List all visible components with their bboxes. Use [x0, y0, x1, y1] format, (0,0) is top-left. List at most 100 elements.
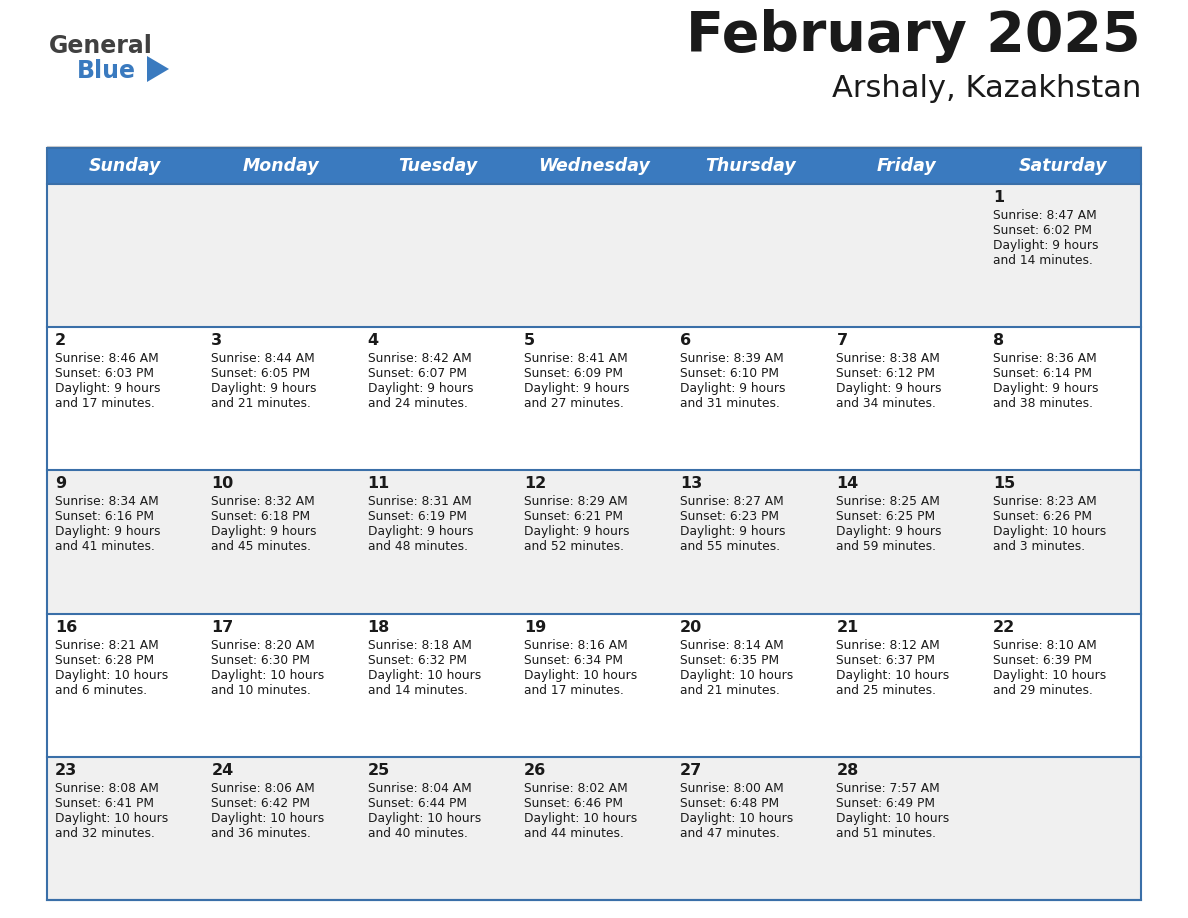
Text: Sunrise: 8:10 AM: Sunrise: 8:10 AM: [993, 639, 1097, 652]
Text: Sunrise: 8:23 AM: Sunrise: 8:23 AM: [993, 496, 1097, 509]
Text: 10: 10: [211, 476, 234, 491]
Text: and 38 minutes.: and 38 minutes.: [993, 397, 1093, 410]
Text: Sunset: 6:25 PM: Sunset: 6:25 PM: [836, 510, 936, 523]
Text: and 40 minutes.: and 40 minutes.: [367, 827, 467, 840]
Text: 16: 16: [55, 620, 77, 634]
Text: Daylight: 9 hours: Daylight: 9 hours: [524, 525, 630, 538]
Text: Sunset: 6:32 PM: Sunset: 6:32 PM: [367, 654, 467, 666]
Bar: [48, 184, 1140, 327]
Text: 4: 4: [367, 333, 379, 348]
Text: Daylight: 9 hours: Daylight: 9 hours: [367, 382, 473, 396]
Text: 15: 15: [993, 476, 1015, 491]
Text: 5: 5: [524, 333, 535, 348]
Text: Sunset: 6:28 PM: Sunset: 6:28 PM: [55, 654, 154, 666]
Text: and 52 minutes.: and 52 minutes.: [524, 541, 624, 554]
Text: 28: 28: [836, 763, 859, 778]
Text: 6: 6: [681, 333, 691, 348]
Text: 9: 9: [55, 476, 67, 491]
Text: 20: 20: [681, 620, 702, 634]
Text: 2: 2: [55, 333, 67, 348]
Text: 8: 8: [993, 333, 1004, 348]
Text: 14: 14: [836, 476, 859, 491]
Text: Daylight: 9 hours: Daylight: 9 hours: [836, 382, 942, 396]
Text: Sunset: 6:42 PM: Sunset: 6:42 PM: [211, 797, 310, 810]
Text: Daylight: 9 hours: Daylight: 9 hours: [524, 382, 630, 396]
Text: Sunrise: 8:14 AM: Sunrise: 8:14 AM: [681, 639, 784, 652]
Text: Sunset: 6:03 PM: Sunset: 6:03 PM: [55, 367, 154, 380]
Text: and 31 minutes.: and 31 minutes.: [681, 397, 781, 410]
Text: Daylight: 10 hours: Daylight: 10 hours: [836, 668, 949, 681]
Text: Sunrise: 8:41 AM: Sunrise: 8:41 AM: [524, 353, 627, 365]
Text: and 27 minutes.: and 27 minutes.: [524, 397, 624, 410]
Text: Sunrise: 8:38 AM: Sunrise: 8:38 AM: [836, 353, 941, 365]
Text: Daylight: 9 hours: Daylight: 9 hours: [367, 525, 473, 538]
Text: 7: 7: [836, 333, 847, 348]
Text: and 55 minutes.: and 55 minutes.: [681, 541, 781, 554]
Text: Sunset: 6:34 PM: Sunset: 6:34 PM: [524, 654, 623, 666]
Text: and 25 minutes.: and 25 minutes.: [836, 684, 936, 697]
Text: Sunrise: 8:39 AM: Sunrise: 8:39 AM: [681, 353, 784, 365]
Text: and 51 minutes.: and 51 minutes.: [836, 827, 936, 840]
Text: Daylight: 10 hours: Daylight: 10 hours: [524, 812, 637, 824]
Text: Sunrise: 8:42 AM: Sunrise: 8:42 AM: [367, 353, 472, 365]
Text: 11: 11: [367, 476, 390, 491]
Text: Sunset: 6:02 PM: Sunset: 6:02 PM: [993, 224, 1092, 237]
Text: and 17 minutes.: and 17 minutes.: [524, 684, 624, 697]
Text: and 14 minutes.: and 14 minutes.: [367, 684, 467, 697]
Text: and 21 minutes.: and 21 minutes.: [211, 397, 311, 410]
Text: Sunset: 6:46 PM: Sunset: 6:46 PM: [524, 797, 623, 810]
Text: Sunrise: 8:04 AM: Sunrise: 8:04 AM: [367, 782, 472, 795]
Text: Sunset: 6:21 PM: Sunset: 6:21 PM: [524, 510, 623, 523]
Text: Arshaly, Kazakhstan: Arshaly, Kazakhstan: [832, 74, 1140, 103]
Text: Thursday: Thursday: [704, 157, 796, 175]
Text: Sunset: 6:48 PM: Sunset: 6:48 PM: [681, 797, 779, 810]
Text: and 10 minutes.: and 10 minutes.: [211, 684, 311, 697]
Text: February 2025: February 2025: [687, 9, 1140, 63]
Text: Sunrise: 8:34 AM: Sunrise: 8:34 AM: [55, 496, 159, 509]
Text: 13: 13: [681, 476, 702, 491]
Text: Sunrise: 8:08 AM: Sunrise: 8:08 AM: [55, 782, 159, 795]
Bar: [48, 327, 1140, 470]
Text: Daylight: 10 hours: Daylight: 10 hours: [993, 525, 1106, 538]
Text: 22: 22: [993, 620, 1015, 634]
Text: Sunrise: 8:47 AM: Sunrise: 8:47 AM: [993, 209, 1097, 222]
Text: Sunrise: 8:44 AM: Sunrise: 8:44 AM: [211, 353, 315, 365]
Text: Daylight: 10 hours: Daylight: 10 hours: [367, 668, 481, 681]
Text: Sunrise: 8:20 AM: Sunrise: 8:20 AM: [211, 639, 315, 652]
Text: Sunrise: 8:36 AM: Sunrise: 8:36 AM: [993, 353, 1097, 365]
Text: 21: 21: [836, 620, 859, 634]
Text: Sunrise: 8:12 AM: Sunrise: 8:12 AM: [836, 639, 940, 652]
Text: 12: 12: [524, 476, 546, 491]
Text: 23: 23: [55, 763, 77, 778]
Text: Daylight: 9 hours: Daylight: 9 hours: [211, 382, 317, 396]
Text: Blue: Blue: [77, 59, 135, 83]
Text: Sunrise: 8:18 AM: Sunrise: 8:18 AM: [367, 639, 472, 652]
Text: Sunset: 6:12 PM: Sunset: 6:12 PM: [836, 367, 935, 380]
Text: Sunrise: 8:02 AM: Sunrise: 8:02 AM: [524, 782, 627, 795]
Text: and 36 minutes.: and 36 minutes.: [211, 827, 311, 840]
Text: General: General: [49, 34, 153, 58]
Text: Daylight: 9 hours: Daylight: 9 hours: [681, 525, 785, 538]
Bar: [48, 148, 1140, 184]
Text: Sunrise: 7:57 AM: Sunrise: 7:57 AM: [836, 782, 940, 795]
Text: 26: 26: [524, 763, 546, 778]
Text: 3: 3: [211, 333, 222, 348]
Text: Daylight: 10 hours: Daylight: 10 hours: [681, 668, 794, 681]
Text: Sunset: 6:16 PM: Sunset: 6:16 PM: [55, 510, 154, 523]
Text: Sunset: 6:26 PM: Sunset: 6:26 PM: [993, 510, 1092, 523]
Text: Sunset: 6:37 PM: Sunset: 6:37 PM: [836, 654, 935, 666]
Text: and 29 minutes.: and 29 minutes.: [993, 684, 1093, 697]
Text: Sunset: 6:19 PM: Sunset: 6:19 PM: [367, 510, 467, 523]
Text: Friday: Friday: [877, 157, 936, 175]
Text: Sunrise: 8:29 AM: Sunrise: 8:29 AM: [524, 496, 627, 509]
Text: Sunset: 6:05 PM: Sunset: 6:05 PM: [211, 367, 310, 380]
Text: 19: 19: [524, 620, 546, 634]
Text: Daylight: 9 hours: Daylight: 9 hours: [681, 382, 785, 396]
Text: Sunrise: 8:27 AM: Sunrise: 8:27 AM: [681, 496, 784, 509]
Text: Sunset: 6:23 PM: Sunset: 6:23 PM: [681, 510, 779, 523]
Text: and 34 minutes.: and 34 minutes.: [836, 397, 936, 410]
Text: and 32 minutes.: and 32 minutes.: [55, 827, 154, 840]
Text: and 3 minutes.: and 3 minutes.: [993, 541, 1085, 554]
Text: Daylight: 10 hours: Daylight: 10 hours: [367, 812, 481, 824]
Bar: [48, 470, 1140, 613]
